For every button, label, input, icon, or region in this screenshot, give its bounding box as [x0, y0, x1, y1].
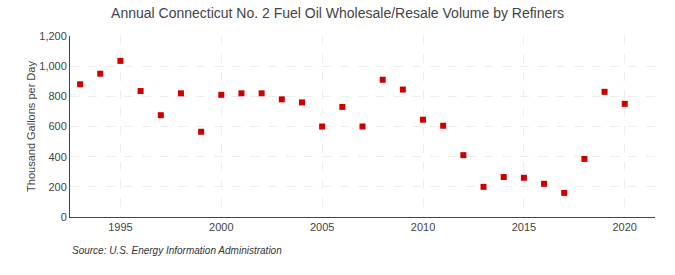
svg-text:2020: 2020	[612, 221, 636, 233]
svg-text:Annual Connecticut No. 2 Fuel: Annual Connecticut No. 2 Fuel Oil Wholes…	[111, 5, 564, 21]
svg-text:Thousand Gallons per Day: Thousand Gallons per Day	[25, 61, 37, 192]
svg-text:Source: U.S. Energy Informatio: Source: U.S. Energy Information Administ…	[72, 245, 282, 256]
svg-text:1995: 1995	[108, 221, 132, 233]
svg-text:800: 800	[48, 90, 66, 102]
svg-text:0: 0	[61, 211, 67, 223]
svg-text:1,000: 1,000	[39, 60, 67, 72]
svg-text:600: 600	[48, 120, 66, 132]
svg-text:2005: 2005	[310, 221, 334, 233]
svg-text:2000: 2000	[209, 221, 233, 233]
svg-text:2010: 2010	[411, 221, 435, 233]
svg-text:400: 400	[48, 151, 66, 163]
svg-text:2015: 2015	[512, 221, 536, 233]
svg-text:200: 200	[48, 181, 66, 193]
svg-text:1,200: 1,200	[39, 30, 67, 42]
